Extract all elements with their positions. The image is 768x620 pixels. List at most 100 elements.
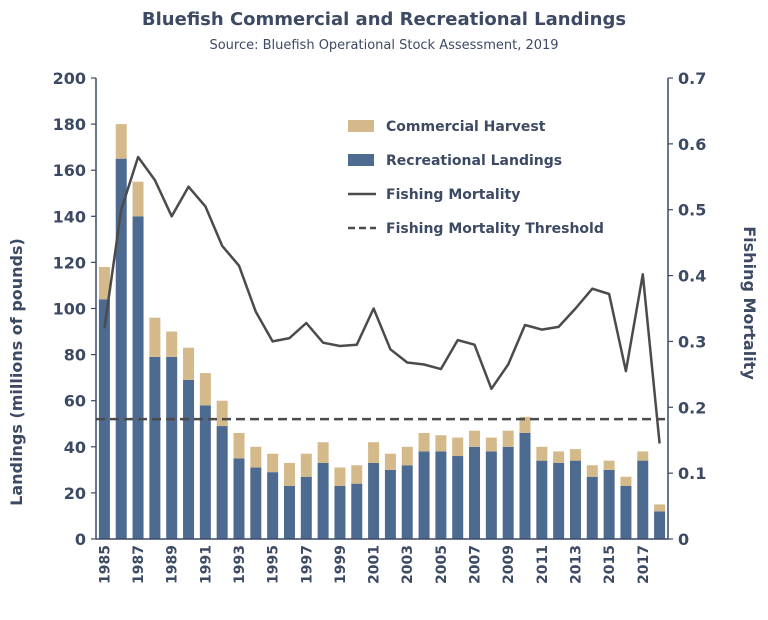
- y-tick-label: 180: [53, 115, 86, 134]
- bar-commercial-1991: [199, 373, 211, 406]
- bar-recreational-1986: [115, 158, 127, 540]
- y2-tick-label: 0.1: [678, 464, 706, 483]
- x-tick-label: 1989: [165, 545, 181, 584]
- bar-commercial-1992: [216, 400, 228, 427]
- bar-commercial-2018: [654, 504, 666, 512]
- bar-recreational-2006: [452, 456, 464, 539]
- bar-recreational-2000: [351, 483, 363, 539]
- bar-recreational-2012: [553, 462, 565, 539]
- x-tick-label: 2003: [400, 545, 416, 584]
- bar-commercial-1999: [334, 467, 346, 486]
- bar-commercial-2003: [401, 446, 413, 466]
- bar-commercial-1987: [132, 181, 144, 217]
- bar-recreational-2014: [586, 476, 598, 539]
- bar-commercial-2001: [368, 442, 380, 463]
- bar-commercial-1996: [283, 462, 295, 486]
- bar-recreational-1997: [300, 476, 312, 539]
- bar-recreational-2004: [418, 451, 430, 539]
- bar-commercial-1988: [149, 317, 161, 357]
- legend-label: Commercial Harvest: [386, 119, 546, 135]
- x-tick-label: 2007: [468, 545, 484, 584]
- y-tick-label: 40: [64, 438, 86, 457]
- y2-tick-label: 0.3: [678, 332, 706, 351]
- x-tick-label: 2009: [501, 545, 517, 584]
- bar-recreational-1999: [334, 485, 346, 539]
- y-tick-label: 160: [53, 161, 86, 180]
- y-tick-label: 80: [64, 346, 86, 365]
- legend-swatch: [348, 154, 374, 166]
- bar-recreational-1996: [283, 485, 295, 539]
- y-axis-title: Landings (millions of pounds): [7, 238, 26, 506]
- x-tick-label: 1997: [299, 545, 315, 584]
- bar-commercial-2015: [603, 460, 615, 470]
- y2-tick-label: 0.7: [678, 69, 706, 88]
- bar-commercial-2007: [469, 430, 481, 447]
- bar-recreational-2002: [384, 469, 396, 539]
- bar-recreational-1995: [267, 472, 279, 539]
- x-tick-label: 1999: [333, 545, 349, 584]
- x-tick-label: 2005: [434, 545, 450, 584]
- bar-recreational-1993: [233, 458, 245, 539]
- bar-recreational-2013: [569, 460, 581, 539]
- x-tick-label: 2013: [569, 545, 585, 584]
- x-tick-label: 2001: [367, 545, 383, 584]
- bar-commercial-2017: [637, 451, 649, 461]
- bar-commercial-1985: [98, 267, 110, 300]
- bar-recreational-2007: [469, 446, 481, 539]
- x-axis: 1985 1987 1989 1991 1993 1995 1997 1999 2001 2003…: [97, 545, 651, 584]
- y-tick-label: 200: [53, 69, 86, 88]
- bar-recreational-1989: [166, 356, 178, 539]
- bar-recreational-2001: [368, 462, 380, 539]
- bar-commercial-1993: [233, 432, 245, 459]
- y-tick-label: 140: [53, 207, 86, 226]
- y2-tick-label: 0.5: [678, 201, 706, 220]
- lines-layer: [96, 155, 668, 444]
- bar-commercial-1989: [166, 331, 178, 357]
- bar-commercial-2013: [569, 449, 581, 461]
- bar-commercial-2006: [452, 437, 464, 457]
- x-tick-label: 1985: [97, 545, 113, 584]
- bar-commercial-2014: [586, 465, 598, 477]
- bar-recreational-2015: [603, 469, 615, 539]
- bar-recreational-2009: [502, 446, 514, 539]
- bar-recreational-1991: [199, 405, 211, 539]
- y-tick-label: 60: [64, 392, 86, 411]
- chart-title: Bluefish Commercial and Recreational Lan…: [142, 9, 626, 30]
- bar-commercial-2005: [435, 435, 447, 452]
- x-tick-label: 1991: [198, 545, 214, 584]
- y2-tick-label: 0.4: [678, 267, 706, 286]
- y-axis-left: 0 20 40 60 80 100 120 140 160 180 200: [53, 69, 96, 549]
- x-tick-label: 1987: [131, 545, 147, 584]
- y-axis-right: 0 0.1 0.2 0.3 0.4 0.5 0.6 0.7: [668, 69, 706, 549]
- bar-recreational-2016: [620, 485, 632, 539]
- bar-commercial-2012: [553, 451, 565, 463]
- bar-commercial-1998: [317, 442, 329, 463]
- y2-tick-label: 0.6: [678, 135, 706, 154]
- x-tick-label: 2015: [602, 545, 618, 584]
- x-tick-label: 1993: [232, 545, 248, 584]
- y2-tick-label: 0: [678, 530, 689, 549]
- bar-commercial-2000: [351, 465, 363, 484]
- legend-label: Fishing Mortality Threshold: [386, 221, 604, 237]
- bar-commercial-1995: [267, 453, 279, 473]
- fishing-mortality-line: [103, 155, 661, 444]
- bar-recreational-2011: [536, 460, 548, 539]
- bar-commercial-1997: [300, 453, 312, 477]
- bar-recreational-2017: [637, 460, 649, 539]
- legend: Commercial Harvest Recreational Landings F…: [348, 119, 604, 237]
- y-tick-label: 120: [53, 253, 86, 272]
- bar-recreational-2018: [654, 511, 666, 539]
- bar-commercial-2011: [536, 446, 548, 461]
- bar-recreational-1998: [317, 462, 329, 539]
- bar-recreational-1990: [183, 379, 195, 539]
- legend-swatch: [348, 120, 374, 132]
- bar-recreational-2003: [401, 465, 413, 539]
- bar-commercial-2002: [384, 453, 396, 470]
- bar-commercial-1994: [250, 446, 262, 468]
- bar-commercial-2004: [418, 432, 430, 452]
- x-tick-label: 2011: [535, 545, 551, 584]
- y2-tick-label: 0.2: [678, 398, 706, 417]
- y-tick-label: 100: [53, 300, 86, 319]
- bar-recreational-2005: [435, 451, 447, 539]
- y-tick-label: 20: [64, 484, 86, 503]
